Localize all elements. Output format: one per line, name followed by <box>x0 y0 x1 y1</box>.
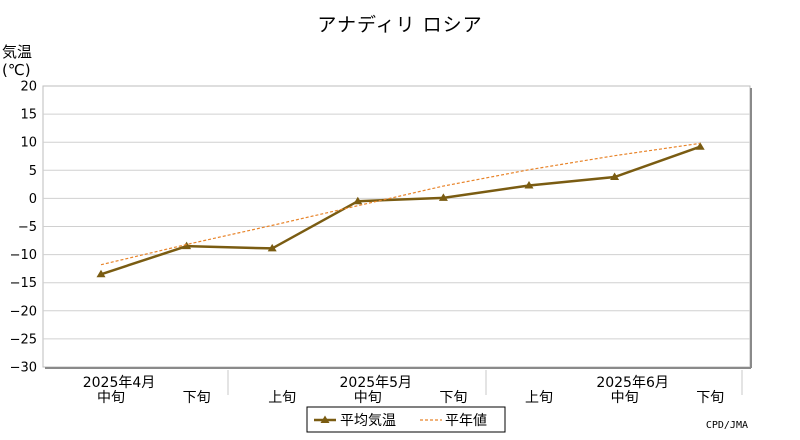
grid-lines <box>42 85 752 369</box>
x-tick-label: 中旬 <box>611 390 639 406</box>
legend-box <box>306 406 506 433</box>
x-tick-label: 下旬 <box>439 390 467 406</box>
x-tick-label: 上旬 <box>268 390 296 406</box>
y-tick-label: −20 <box>10 304 37 319</box>
x-month-label: 2025年5月 <box>340 375 413 391</box>
y-axis-label: 気温 <box>2 43 33 61</box>
y-tick-label: 15 <box>20 108 37 123</box>
legend: 平均気温 平年値 <box>306 406 506 433</box>
x-tick-label: 下旬 <box>696 390 724 406</box>
chart-title: アナディリ ロシア <box>317 14 483 36</box>
series-line-normal <box>100 142 701 266</box>
data-point-average <box>353 196 363 205</box>
axes: 20 15 10 5 0 −5 −10 −15 −20 −25 −30 中旬 下旬 上旬 中旬 下旬 上旬 中旬 下… <box>10 80 743 406</box>
y-tick-label: −10 <box>10 248 37 263</box>
y-tick-label: 20 <box>20 80 37 95</box>
series-line-average <box>100 145 701 276</box>
x-month-label: 2025年6月 <box>596 375 669 391</box>
x-month-label: 2025年4月 <box>83 375 156 391</box>
data-point-average <box>524 180 534 189</box>
data-point-average <box>267 243 277 252</box>
y-tick-label: 5 <box>29 164 37 179</box>
legend-label-normal: 平年値 <box>445 413 487 429</box>
x-tick-label: 上旬 <box>525 390 553 406</box>
data-point-average <box>438 193 448 201</box>
x-tick-label: 中旬 <box>97 390 125 406</box>
data-point-average <box>96 269 106 278</box>
data-point-average <box>610 172 620 181</box>
y-tick-label: 0 <box>29 192 37 207</box>
data-point-average <box>182 241 192 250</box>
y-tick-label: 10 <box>20 136 37 151</box>
y-tick-label: −15 <box>10 276 37 291</box>
x-tick-label: 中旬 <box>354 390 382 406</box>
x-tick-label: 下旬 <box>183 390 211 406</box>
data-point-average <box>695 142 705 150</box>
y-axis-unit: (℃) <box>2 61 31 79</box>
y-tick-label: −30 <box>10 361 37 376</box>
legend-marker-average <box>320 415 330 423</box>
y-tick-label: −25 <box>10 332 37 347</box>
series <box>96 142 705 278</box>
y-tick-label: −5 <box>18 220 37 235</box>
credit-label: CPD/JMA <box>705 420 748 431</box>
legend-label-average: 平均気温 <box>340 413 396 429</box>
